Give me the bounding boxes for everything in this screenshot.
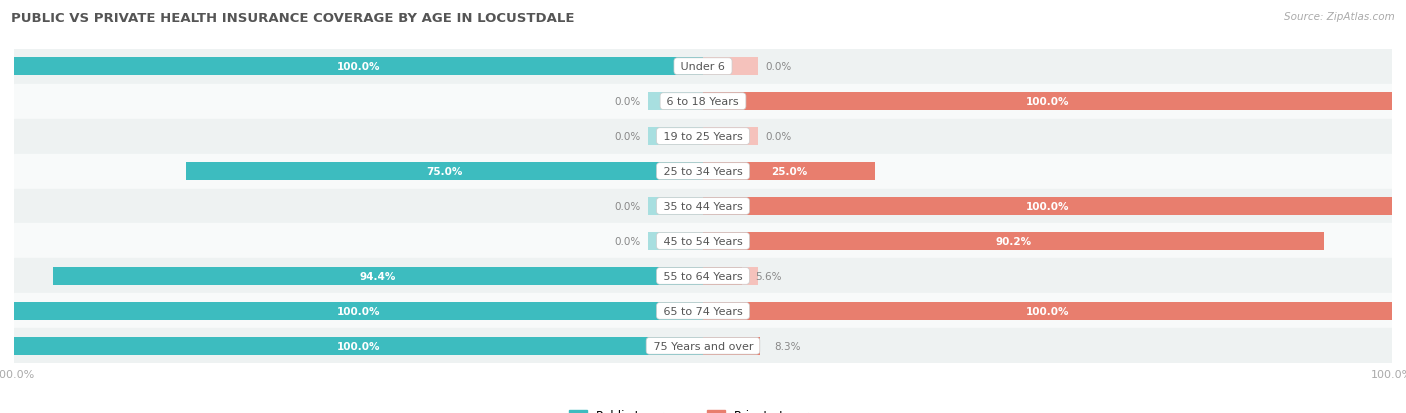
Text: Source: ZipAtlas.com: Source: ZipAtlas.com xyxy=(1284,12,1395,22)
Text: 100.0%: 100.0% xyxy=(337,341,380,351)
Bar xyxy=(14,259,1392,294)
Bar xyxy=(648,337,703,355)
Text: 5.6%: 5.6% xyxy=(755,271,782,281)
Text: 45 to 54 Years: 45 to 54 Years xyxy=(659,236,747,247)
Bar xyxy=(14,58,703,76)
Bar xyxy=(703,302,1392,320)
Text: 100.0%: 100.0% xyxy=(337,306,380,316)
Text: 75 Years and over: 75 Years and over xyxy=(650,341,756,351)
Bar xyxy=(14,84,1392,119)
Bar xyxy=(703,267,741,285)
Bar xyxy=(703,232,1324,250)
Bar xyxy=(703,128,758,146)
Bar xyxy=(648,163,703,181)
Bar xyxy=(14,337,703,355)
Bar xyxy=(186,163,703,181)
Bar xyxy=(14,294,1392,329)
Bar xyxy=(648,128,703,146)
Bar xyxy=(703,93,1392,111)
Bar xyxy=(703,197,1392,216)
Bar xyxy=(14,58,703,76)
Bar xyxy=(703,163,875,181)
Text: 100.0%: 100.0% xyxy=(1026,306,1069,316)
Text: 100.0%: 100.0% xyxy=(1026,97,1069,107)
Text: 0.0%: 0.0% xyxy=(765,62,792,72)
Text: 65 to 74 Years: 65 to 74 Years xyxy=(659,306,747,316)
Bar xyxy=(648,302,703,320)
Bar xyxy=(14,50,1392,84)
Text: 90.2%: 90.2% xyxy=(995,236,1032,247)
Bar xyxy=(52,267,703,285)
Bar xyxy=(14,189,1392,224)
Bar xyxy=(703,337,761,355)
Bar xyxy=(648,267,703,285)
Text: 0.0%: 0.0% xyxy=(614,132,641,142)
Bar xyxy=(648,58,703,76)
Text: 94.4%: 94.4% xyxy=(360,271,396,281)
Text: 25 to 34 Years: 25 to 34 Years xyxy=(659,166,747,177)
Bar xyxy=(14,302,703,320)
Bar xyxy=(703,58,758,76)
Text: 100.0%: 100.0% xyxy=(337,62,380,72)
Bar xyxy=(14,337,703,355)
Text: 25.0%: 25.0% xyxy=(770,166,807,177)
Bar xyxy=(703,302,758,320)
Bar xyxy=(52,267,703,285)
Bar xyxy=(703,163,875,181)
Bar xyxy=(648,93,703,111)
Text: 0.0%: 0.0% xyxy=(614,202,641,211)
Bar xyxy=(703,267,758,285)
Text: PUBLIC VS PRIVATE HEALTH INSURANCE COVERAGE BY AGE IN LOCUSTDALE: PUBLIC VS PRIVATE HEALTH INSURANCE COVER… xyxy=(11,12,575,25)
Bar xyxy=(648,232,703,250)
Text: 0.0%: 0.0% xyxy=(614,97,641,107)
Bar xyxy=(703,163,758,181)
Bar xyxy=(703,93,758,111)
Bar xyxy=(703,267,741,285)
Bar xyxy=(648,197,703,216)
Bar xyxy=(703,93,1392,111)
Bar xyxy=(703,197,758,216)
Text: 0.0%: 0.0% xyxy=(765,132,792,142)
Legend: Public Insurance, Private Insurance: Public Insurance, Private Insurance xyxy=(564,404,842,413)
Text: 19 to 25 Years: 19 to 25 Years xyxy=(659,132,747,142)
Text: 100.0%: 100.0% xyxy=(1026,202,1069,211)
Bar xyxy=(703,232,758,250)
Bar xyxy=(14,329,1392,363)
Text: Under 6: Under 6 xyxy=(678,62,728,72)
Bar xyxy=(703,302,1392,320)
Bar xyxy=(703,232,1324,250)
Bar xyxy=(703,197,1392,216)
Text: 0.0%: 0.0% xyxy=(614,236,641,247)
Text: 6 to 18 Years: 6 to 18 Years xyxy=(664,97,742,107)
Bar xyxy=(14,302,703,320)
Bar xyxy=(14,154,1392,189)
Bar xyxy=(703,337,758,355)
Bar xyxy=(186,163,703,181)
Text: 75.0%: 75.0% xyxy=(426,166,463,177)
Bar xyxy=(14,224,1392,259)
Bar xyxy=(703,337,761,355)
Text: 35 to 44 Years: 35 to 44 Years xyxy=(659,202,747,211)
Bar xyxy=(14,119,1392,154)
Text: 55 to 64 Years: 55 to 64 Years xyxy=(659,271,747,281)
Text: 8.3%: 8.3% xyxy=(773,341,800,351)
